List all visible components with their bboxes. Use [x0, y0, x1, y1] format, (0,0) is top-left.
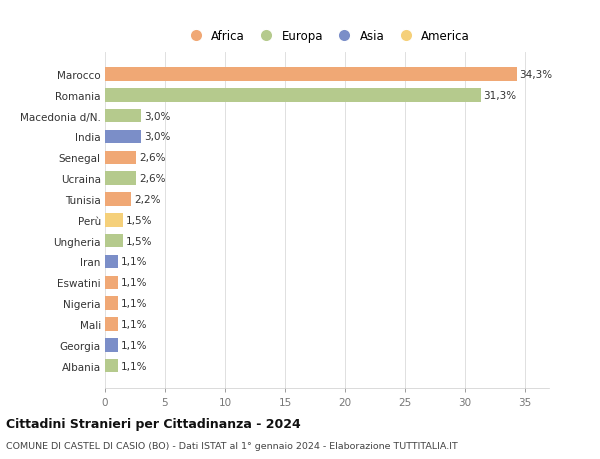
- Bar: [105, 359, 118, 373]
- Bar: [105, 338, 118, 352]
- Text: Cittadini Stranieri per Cittadinanza - 2024: Cittadini Stranieri per Cittadinanza - 2…: [6, 417, 301, 430]
- Bar: [105, 297, 118, 310]
- Bar: [105, 213, 123, 227]
- Text: 2,6%: 2,6%: [139, 174, 166, 184]
- Bar: [105, 172, 136, 185]
- Bar: [105, 255, 118, 269]
- Bar: [105, 68, 517, 82]
- Text: 1,5%: 1,5%: [126, 236, 152, 246]
- Text: 2,2%: 2,2%: [134, 195, 161, 205]
- Text: 31,3%: 31,3%: [484, 90, 517, 101]
- Text: 1,1%: 1,1%: [121, 278, 148, 288]
- Text: 2,6%: 2,6%: [139, 153, 166, 163]
- Bar: [105, 276, 118, 290]
- Text: 1,1%: 1,1%: [121, 361, 148, 371]
- Legend: Africa, Europa, Asia, America: Africa, Europa, Asia, America: [179, 25, 475, 48]
- Bar: [105, 89, 481, 102]
- Text: 1,1%: 1,1%: [121, 319, 148, 329]
- Text: 1,1%: 1,1%: [121, 340, 148, 350]
- Text: 1,1%: 1,1%: [121, 298, 148, 308]
- Text: 1,1%: 1,1%: [121, 257, 148, 267]
- Bar: [105, 110, 141, 123]
- Text: 34,3%: 34,3%: [520, 70, 553, 80]
- Bar: [105, 193, 131, 206]
- Text: 3,0%: 3,0%: [144, 132, 170, 142]
- Bar: [105, 318, 118, 331]
- Text: 3,0%: 3,0%: [144, 112, 170, 121]
- Bar: [105, 235, 123, 248]
- Text: COMUNE DI CASTEL DI CASIO (BO) - Dati ISTAT al 1° gennaio 2024 - Elaborazione TU: COMUNE DI CASTEL DI CASIO (BO) - Dati IS…: [6, 441, 458, 450]
- Bar: [105, 130, 141, 144]
- Bar: [105, 151, 136, 165]
- Text: 1,5%: 1,5%: [126, 215, 152, 225]
